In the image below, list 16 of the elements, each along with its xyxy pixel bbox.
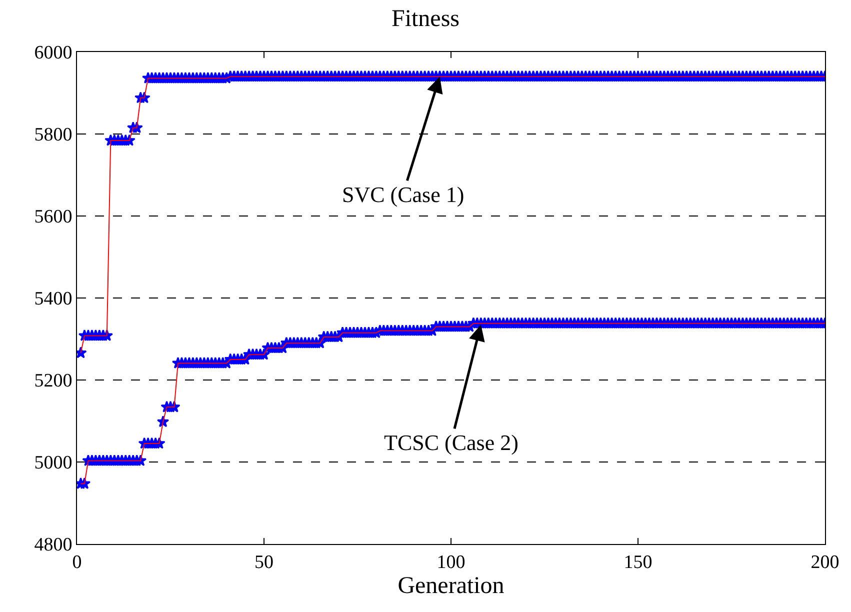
x-tick-label: 150 xyxy=(624,552,652,573)
y-tick-label: 5200 xyxy=(34,370,72,392)
y-tick-label: 5600 xyxy=(34,206,72,228)
annotation: TCSC (Case 2) xyxy=(384,430,518,455)
chart-title: Fitness xyxy=(391,6,460,32)
y-tick-label: 6000 xyxy=(34,42,72,64)
x-tick-label: 200 xyxy=(810,552,840,573)
x-tick-label: 100 xyxy=(436,552,466,573)
y-tick-label: 5000 xyxy=(34,452,72,474)
x-axis-title: Generation xyxy=(398,573,504,600)
annotation: SVC (Case 1) xyxy=(342,182,464,207)
x-tick-label: 50 xyxy=(254,552,274,573)
x-tick-label: 0 xyxy=(72,552,82,573)
y-tick-label: 5400 xyxy=(34,288,72,310)
y-tick-label: 4800 xyxy=(34,534,72,556)
y-tick-label: 5800 xyxy=(34,124,72,146)
